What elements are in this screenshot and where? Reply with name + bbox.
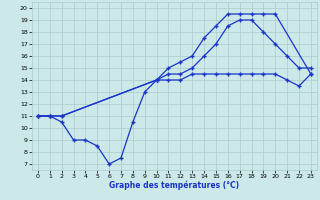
X-axis label: Graphe des températures (°C): Graphe des températures (°C) — [109, 181, 239, 190]
